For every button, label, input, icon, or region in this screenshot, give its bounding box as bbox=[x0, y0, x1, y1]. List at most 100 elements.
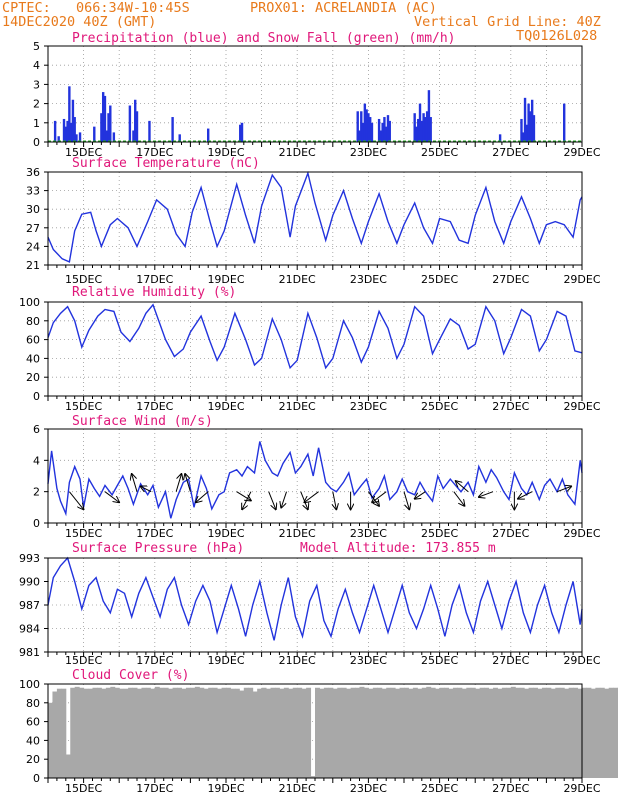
precip-bar bbox=[425, 111, 429, 142]
precip-bar bbox=[100, 113, 103, 142]
header-coords: 066:34W-10:45S bbox=[76, 0, 190, 16]
panel-frame bbox=[47, 45, 583, 143]
cloud-bar bbox=[96, 687, 102, 778]
ytick-label: 4 bbox=[33, 454, 40, 467]
precip-bar bbox=[132, 130, 135, 142]
panel-temperature: Surface Temperature (nC) 21 24 27 30 33 36 15DE… bbox=[26, 156, 601, 286]
cloud-bar bbox=[501, 687, 507, 778]
ytick-label: 20 bbox=[26, 371, 40, 384]
xtick-label: 17DEC bbox=[136, 527, 173, 540]
xtick-label: 17DEC bbox=[136, 400, 173, 413]
xtick-label: 21DEC bbox=[279, 527, 316, 540]
panel-title-humidity: Relative Humidity (%) bbox=[72, 285, 236, 300]
xtick-label: 15DEC bbox=[65, 782, 102, 795]
precip-bar bbox=[109, 105, 112, 142]
wind-arrow bbox=[403, 491, 409, 510]
precip-bar bbox=[417, 118, 420, 142]
xtick-label: 21DEC bbox=[279, 400, 316, 413]
cloud-bar bbox=[337, 687, 343, 778]
cloud-bar bbox=[199, 687, 205, 778]
cloud-bar bbox=[524, 688, 530, 778]
precip-bar bbox=[361, 122, 365, 142]
precip-bar bbox=[383, 117, 386, 142]
precip-bar bbox=[420, 120, 423, 142]
cloud-bar bbox=[577, 688, 583, 778]
wind-arrow bbox=[132, 474, 138, 492]
precip-bar bbox=[69, 122, 73, 142]
cloud-bar bbox=[208, 687, 214, 778]
ytick-label: 40 bbox=[26, 734, 40, 747]
ytick-label: 36 bbox=[26, 166, 40, 179]
cloud-bar bbox=[48, 702, 53, 778]
xtick-label: 17DEC bbox=[136, 782, 173, 795]
panel-frame bbox=[47, 171, 583, 266]
cloud-bar bbox=[274, 687, 280, 778]
ytick-label: 2 bbox=[33, 98, 40, 111]
precip-bar bbox=[424, 117, 427, 142]
precip-bar bbox=[522, 132, 525, 142]
cloud-bar bbox=[154, 686, 160, 778]
cloud-bar bbox=[301, 688, 307, 778]
cloud-bar bbox=[452, 687, 458, 778]
cloud-bar bbox=[257, 688, 263, 778]
precip-bar bbox=[128, 105, 132, 142]
cloud-bar bbox=[484, 687, 490, 778]
cloud-bar bbox=[568, 687, 574, 778]
cloud-bar bbox=[70, 687, 76, 778]
cloud-bar bbox=[190, 687, 196, 778]
cloud-bar bbox=[315, 687, 320, 778]
ytick-label: 80 bbox=[26, 697, 40, 710]
cloud-bar bbox=[564, 688, 570, 778]
ytick-label: 24 bbox=[26, 240, 40, 253]
ytick-label: 30 bbox=[26, 203, 40, 216]
precip-bar bbox=[240, 122, 244, 142]
precip-bar bbox=[178, 134, 181, 142]
cloud-bar bbox=[323, 687, 329, 778]
panel-frame bbox=[47, 301, 583, 397]
panel-frame bbox=[47, 557, 583, 653]
cloud-bar bbox=[163, 687, 169, 778]
cloud-bar bbox=[444, 687, 449, 778]
panel-title-temperature: Surface Temperature (nC) bbox=[72, 156, 260, 171]
cloud-bar bbox=[270, 687, 276, 778]
cloud-bar bbox=[599, 687, 605, 778]
precip-bar bbox=[415, 126, 418, 142]
cloud-bar bbox=[105, 687, 111, 778]
cloud-bar bbox=[421, 687, 427, 778]
wind-arrow bbox=[304, 491, 319, 503]
panel-title-wind: Surface Wind (m/s) bbox=[72, 414, 213, 429]
wind-arrow bbox=[141, 486, 152, 491]
cloud-bar bbox=[537, 688, 543, 778]
cloud-bar bbox=[234, 688, 240, 778]
cloud-bar bbox=[226, 687, 231, 778]
precip-bar bbox=[207, 128, 210, 142]
cloud-bar bbox=[363, 687, 369, 778]
cloud-bar bbox=[395, 688, 401, 778]
wind-arrow bbox=[185, 474, 191, 492]
cloud-bar bbox=[132, 687, 138, 778]
precip-bar bbox=[381, 122, 384, 142]
cloud-bar bbox=[266, 688, 271, 778]
cloud-bar bbox=[306, 687, 312, 778]
cloud-bar bbox=[515, 687, 521, 778]
precip-bar bbox=[370, 122, 374, 142]
cloud-bar bbox=[466, 687, 472, 778]
precip-bar bbox=[427, 90, 431, 142]
cloud-bar bbox=[430, 687, 436, 778]
precip-bar bbox=[134, 99, 137, 142]
cloud-bar bbox=[119, 688, 125, 778]
precip-bar bbox=[363, 103, 367, 142]
ytick-label: 990 bbox=[19, 576, 40, 589]
precip-bar bbox=[105, 130, 108, 142]
precip-bar bbox=[525, 124, 529, 142]
cloud-bar bbox=[346, 688, 352, 778]
precip-bar bbox=[356, 111, 359, 142]
cloud-bar bbox=[150, 688, 156, 778]
xtick-label: 15DEC bbox=[65, 527, 102, 540]
wind-arrow bbox=[518, 491, 533, 499]
xtick-label: 19DEC bbox=[207, 527, 244, 540]
ytick-label: 987 bbox=[19, 599, 40, 612]
cloud-bar bbox=[212, 687, 218, 778]
cloud-bar bbox=[497, 688, 503, 778]
xtick-label: 25DEC bbox=[421, 146, 458, 159]
